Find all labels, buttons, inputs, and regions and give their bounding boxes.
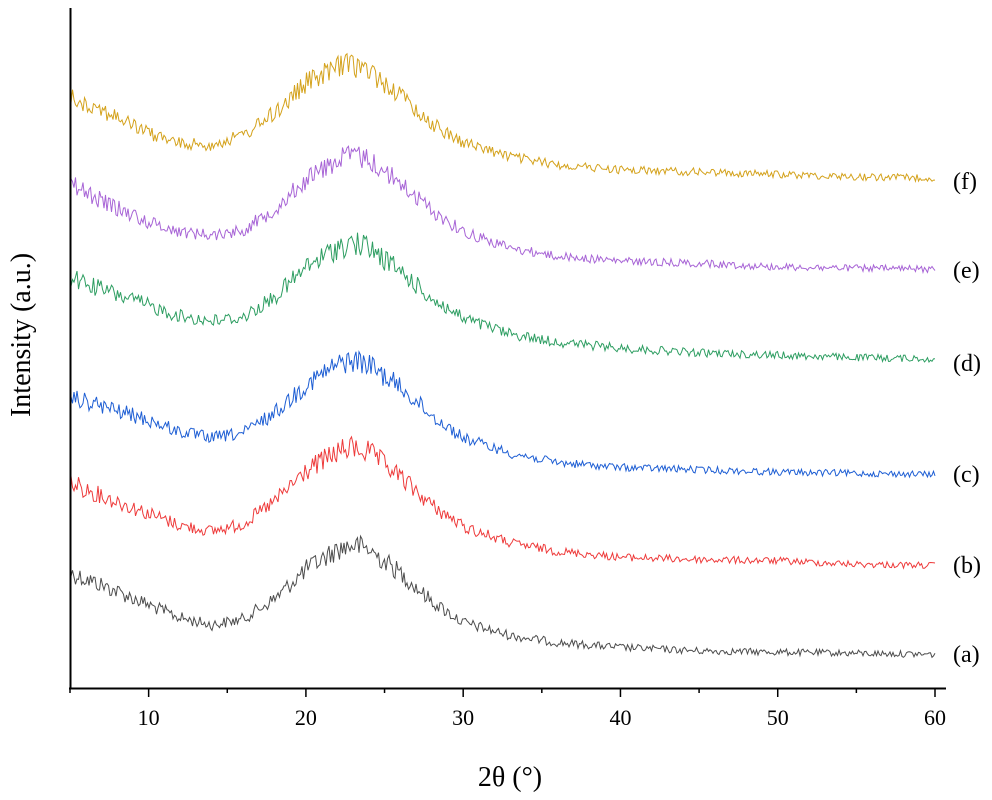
x-axis-title: 2θ (°) [478, 762, 542, 793]
series-label-a: (a) [953, 642, 980, 668]
series-label-e: (e) [953, 258, 980, 284]
x-tick-label: 10 [138, 705, 160, 730]
x-tick-label: 50 [767, 705, 789, 730]
series-layer [70, 52, 936, 659]
series-line-e [70, 145, 936, 275]
series-labels: (a) (b) (c) (d) (e) (f) [953, 169, 981, 668]
series-line-c [70, 349, 936, 479]
series-label-f: (f) [953, 169, 977, 195]
series-label-d: (d) [953, 351, 981, 377]
series-line-a [70, 534, 936, 659]
series-label-c: (c) [953, 462, 980, 488]
series-label-b: (b) [953, 553, 981, 579]
y-axis-title: Intensity (a.u.) [6, 253, 37, 417]
series-line-d [70, 232, 936, 364]
series-line-b [70, 435, 936, 570]
series-line-f [70, 52, 935, 183]
x-tick-label: 30 [452, 705, 474, 730]
x-tick-label: 40 [609, 705, 631, 730]
x-tick-label: 20 [295, 705, 317, 730]
x-ticks: 10 20 30 40 50 60 [69, 688, 946, 730]
x-tick-label: 60 [924, 705, 946, 730]
